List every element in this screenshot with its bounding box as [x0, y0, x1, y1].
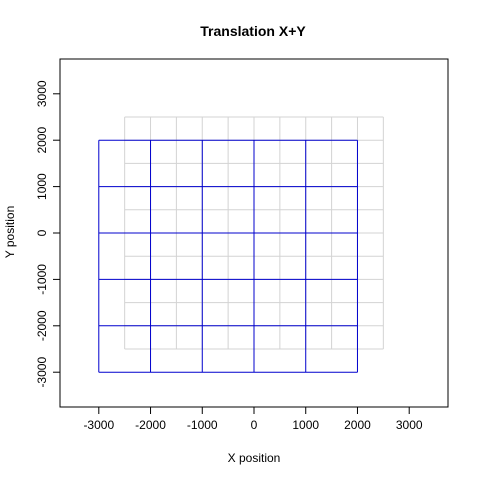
- y-tick-label-6: 3000: [35, 80, 49, 107]
- y-tick-label-4: 1000: [35, 173, 49, 200]
- x-tick-label-6: 3000: [396, 418, 423, 432]
- series-layer: [98, 116, 384, 373]
- x-tick-label-4: 1000: [292, 418, 319, 432]
- y-tick-label-0: -3000: [35, 357, 49, 388]
- x-tick-label-0: -3000: [83, 418, 114, 432]
- x-tick-label-3: 0: [251, 418, 258, 432]
- series-1: [98, 139, 358, 373]
- x-axis-label: X position: [228, 451, 281, 465]
- y-tick-label-2: -1000: [35, 264, 49, 295]
- x-axis: -3000 -2000 -1000 0 1000 2000 3000: [83, 406, 423, 432]
- x-tick-label-1: -2000: [135, 418, 166, 432]
- y-tick-label-5: 2000: [35, 127, 49, 154]
- y-axis-label: Y position: [3, 206, 17, 258]
- y-tick-label-3: 0: [35, 229, 49, 236]
- x-tick-label-5: 2000: [344, 418, 371, 432]
- y-axis: -3000 -2000 -1000 0 1000 2000 3000: [35, 80, 61, 388]
- x-tick-label-2: -1000: [187, 418, 218, 432]
- chart-title: Translation X+Y: [200, 23, 306, 39]
- y-tick-label-1: -2000: [35, 310, 49, 341]
